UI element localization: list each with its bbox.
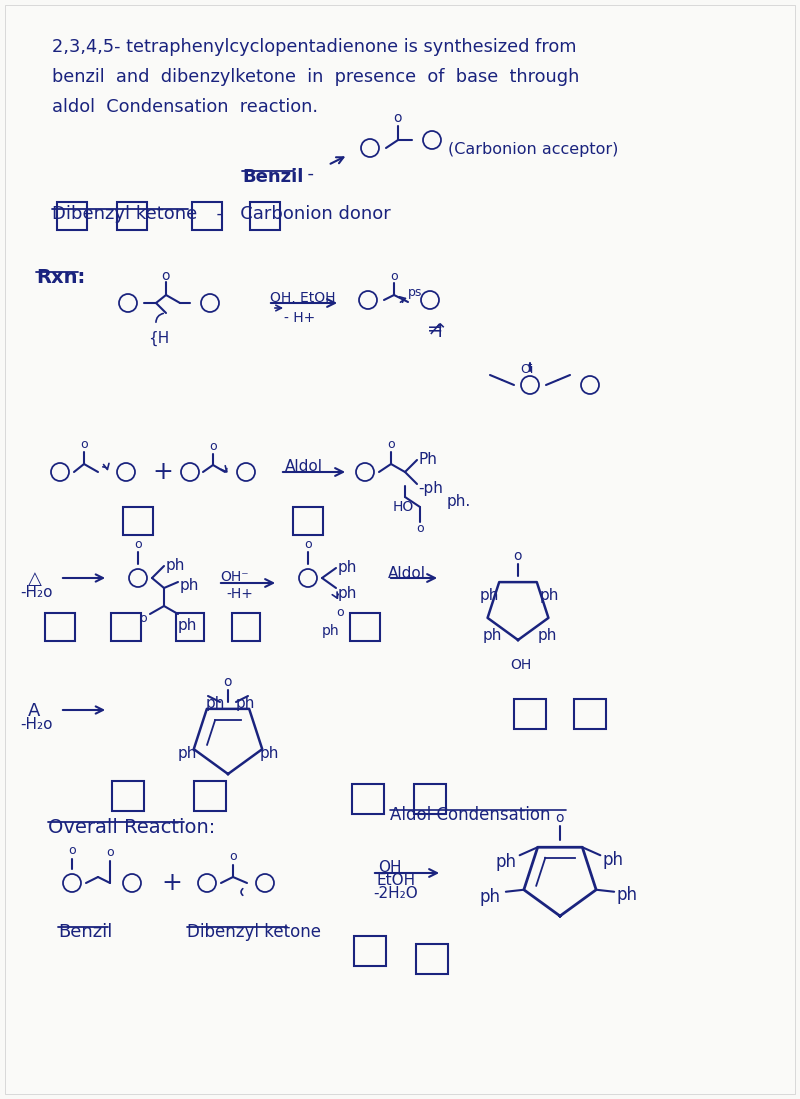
Text: o: o [304, 537, 312, 551]
Text: Aldol Condensation: Aldol Condensation [390, 806, 550, 824]
Text: ph: ph [338, 560, 358, 575]
Text: o: o [209, 441, 217, 454]
Text: ph: ph [178, 618, 198, 633]
Text: Overall Reaction:: Overall Reaction: [48, 818, 215, 837]
Text: ph: ph [180, 578, 199, 593]
Text: Dibenzyl ketone: Dibenzyl ketone [52, 206, 198, 223]
Text: -H₂o: -H₂o [20, 717, 53, 732]
Text: Benzil: Benzil [58, 923, 112, 941]
Text: o: o [394, 111, 402, 125]
Text: o: o [224, 675, 232, 689]
Text: o: o [106, 846, 114, 859]
Text: o: o [229, 851, 237, 864]
Text: ph: ph [538, 628, 558, 643]
Text: Ph: Ph [418, 452, 437, 467]
Text: OH⁻: OH⁻ [220, 570, 249, 584]
Text: +: + [162, 872, 182, 895]
Text: △: △ [28, 570, 42, 588]
Text: {H: {H [148, 331, 170, 346]
Text: +: + [153, 460, 174, 484]
Text: ph: ph [338, 586, 358, 601]
Text: 2,3,4,5- tetraphenylcyclopentadienone is synthesized from: 2,3,4,5- tetraphenylcyclopentadienone is… [52, 38, 577, 56]
Text: ph: ph [496, 853, 517, 872]
Text: Oı̄: Oı̄ [520, 363, 534, 376]
Text: HO: HO [393, 500, 414, 514]
Text: OH: OH [510, 658, 531, 671]
Text: -H+: -H+ [226, 587, 253, 601]
Text: ph: ph [260, 746, 279, 761]
Text: -: - [296, 165, 326, 184]
Text: ph: ph [602, 852, 623, 869]
Text: o: o [139, 611, 147, 624]
Text: ↑: ↑ [432, 322, 448, 341]
Text: ph: ph [178, 746, 198, 761]
Text: o: o [336, 606, 344, 619]
Text: Benzil: Benzil [242, 168, 303, 186]
Text: ph: ph [236, 696, 255, 711]
Text: OH, EtOH: OH, EtOH [270, 291, 335, 306]
Text: A: A [28, 702, 40, 720]
Text: o: o [68, 844, 76, 857]
Text: o: o [390, 269, 398, 282]
Text: ph: ph [483, 628, 502, 643]
Text: (Carbonion acceptor): (Carbonion acceptor) [448, 142, 618, 157]
Text: -   Carbonion donor: - Carbonion donor [205, 206, 390, 223]
Text: EtOH: EtOH [376, 873, 415, 888]
Text: ph: ph [480, 888, 501, 906]
Text: o: o [416, 522, 424, 535]
Text: o: o [514, 550, 522, 563]
Text: - H+: - H+ [284, 311, 315, 325]
Text: benzil  and  dibenzylketone  in  presence  of  base  through: benzil and dibenzylketone in presence of… [52, 68, 579, 86]
Text: ph.: ph. [447, 493, 471, 509]
Text: ph: ph [540, 588, 559, 603]
Text: Aldol: Aldol [285, 459, 323, 474]
FancyBboxPatch shape [5, 5, 795, 1094]
Text: o: o [134, 537, 142, 551]
Text: -H₂o: -H₂o [20, 585, 53, 600]
Text: Aldol: Aldol [388, 566, 426, 581]
Text: Dibenzyl ketone: Dibenzyl ketone [187, 923, 321, 941]
Text: ≠: ≠ [427, 320, 443, 338]
Text: o: o [162, 269, 170, 284]
Text: o: o [387, 437, 395, 451]
Text: o: o [80, 439, 88, 452]
Text: ph: ph [322, 624, 340, 639]
Text: aldol  Condensation  reaction.: aldol Condensation reaction. [52, 98, 318, 116]
Text: o: o [556, 811, 564, 825]
Text: -ph: -ph [418, 481, 443, 496]
Text: ph: ph [206, 696, 226, 711]
Text: ps: ps [408, 286, 422, 299]
Text: ph: ph [166, 558, 186, 573]
Text: ph: ph [616, 886, 637, 903]
Text: Rxn:: Rxn: [36, 268, 86, 287]
Text: OH: OH [378, 861, 402, 875]
Text: ph: ph [480, 588, 499, 603]
Text: -2H₂O: -2H₂O [373, 886, 418, 901]
